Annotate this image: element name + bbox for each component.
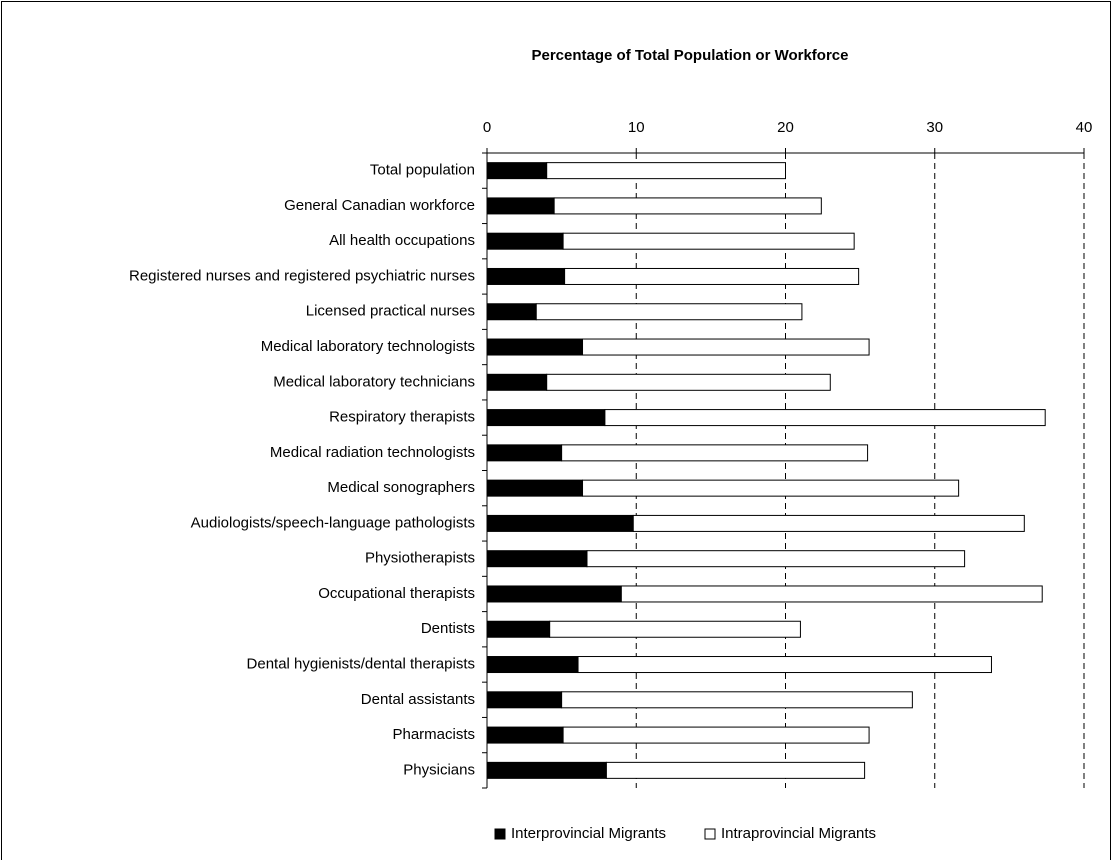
bar — [486, 691, 563, 709]
bar — [562, 232, 855, 250]
y-tick-label: Dental assistants — [361, 691, 475, 708]
bar — [546, 373, 831, 391]
bar — [486, 162, 548, 180]
y-tick-label: Respiratory therapists — [329, 409, 475, 426]
bar — [486, 267, 566, 285]
x-tick-label: 0 — [483, 119, 491, 136]
bar — [486, 656, 579, 674]
bar — [620, 585, 1043, 603]
bar — [561, 444, 869, 462]
bar — [486, 197, 555, 215]
bar — [546, 162, 787, 180]
bar — [582, 338, 870, 356]
bar — [486, 409, 606, 427]
y-tick-label: Physicians — [403, 761, 475, 778]
y-tick-label: Occupational therapists — [318, 585, 475, 602]
y-tick-label: Medical laboratory technologists — [261, 338, 475, 355]
x-tick-label: 20 — [777, 119, 794, 136]
y-tick-label: Licensed practical nurses — [306, 303, 475, 320]
x-tick-label: 30 — [926, 119, 943, 136]
bar — [486, 550, 588, 568]
chart-title: Percentage of Total Population or Workfo… — [532, 47, 849, 64]
bar — [564, 267, 860, 285]
bar — [549, 620, 801, 638]
legend-swatch — [494, 828, 506, 840]
x-tick-label: 10 — [628, 119, 645, 136]
bar — [486, 726, 564, 744]
bar — [553, 197, 822, 215]
y-tick-label: Dentists — [421, 620, 475, 637]
y-tick-label: Registered nurses and registered psychia… — [129, 267, 475, 284]
bar — [486, 479, 584, 497]
y-tick-label: Total population — [370, 162, 475, 179]
y-tick-label: Medical radiation technologists — [270, 444, 475, 461]
legend-swatch — [704, 828, 716, 840]
x-tick-label: 40 — [1076, 119, 1093, 136]
bar — [486, 232, 564, 250]
y-tick-label: Audiologists/speech-language pathologist… — [191, 514, 475, 531]
legend-label: Interprovincial Migrants — [511, 825, 666, 842]
y-tick-label: Medical sonographers — [327, 479, 475, 496]
bar — [486, 620, 551, 638]
y-tick-label: Physiotherapists — [365, 550, 475, 567]
bar — [486, 373, 548, 391]
bar — [562, 726, 870, 744]
bar — [582, 479, 960, 497]
y-tick-label: Pharmacists — [392, 726, 475, 743]
bar — [486, 444, 563, 462]
bar — [486, 585, 622, 603]
bar — [561, 691, 913, 709]
bar — [486, 514, 634, 532]
bar — [586, 550, 966, 568]
y-tick-label: All health occupations — [329, 232, 475, 249]
y-tick-label: Dental hygienists/dental therapists — [247, 655, 475, 672]
y-tick-label: General Canadian workforce — [284, 197, 475, 214]
bar — [535, 303, 803, 321]
bar — [577, 656, 992, 674]
bar — [486, 338, 584, 356]
bar — [486, 761, 607, 779]
bar — [605, 761, 866, 779]
bar — [632, 514, 1025, 532]
y-tick-label: Medical laboratory technicians — [273, 373, 475, 390]
bar — [604, 409, 1046, 427]
bar — [486, 303, 537, 321]
legend-label: Intraprovincial Migrants — [721, 825, 876, 842]
